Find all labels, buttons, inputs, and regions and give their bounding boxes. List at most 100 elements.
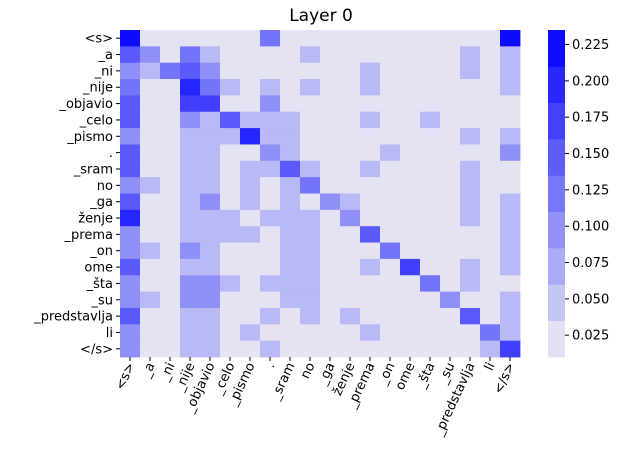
heatmap-cell bbox=[180, 258, 201, 276]
heatmap-cell bbox=[460, 340, 481, 358]
heatmap-cell bbox=[400, 144, 421, 162]
heatmap-cell bbox=[400, 30, 421, 47]
heatmap-cell bbox=[360, 291, 381, 309]
heatmap-cell bbox=[160, 193, 181, 211]
heatmap-cell bbox=[280, 209, 301, 227]
row-label: _su bbox=[90, 293, 113, 308]
heatmap-cell bbox=[440, 291, 461, 309]
chart-title: Layer 0 bbox=[289, 6, 353, 26]
heatmap-cell bbox=[500, 111, 521, 129]
heatmap-cell bbox=[240, 160, 261, 178]
heatmap-cell bbox=[140, 193, 161, 211]
heatmap-cell bbox=[480, 111, 501, 129]
colorbar-segment bbox=[548, 211, 565, 249]
heatmap-cell bbox=[420, 128, 441, 145]
heatmap-cell bbox=[460, 307, 481, 325]
colorbar-tick-label: 0.025 bbox=[572, 329, 609, 344]
heatmap-cell bbox=[320, 30, 341, 47]
heatmap-cell bbox=[240, 128, 261, 145]
row-label: _sram bbox=[73, 162, 113, 177]
heatmap-cell bbox=[400, 79, 421, 96]
heatmap-cell bbox=[260, 160, 281, 178]
heatmap-cell bbox=[180, 209, 201, 227]
heatmap-cell bbox=[280, 160, 301, 178]
heatmap-cell bbox=[500, 46, 521, 64]
row-label: _objavio bbox=[58, 97, 113, 112]
heatmap-cell bbox=[140, 226, 161, 243]
heatmap-cell bbox=[220, 258, 241, 276]
heatmap-cell bbox=[400, 258, 421, 276]
heatmap-cell bbox=[320, 79, 341, 96]
heatmap-cell bbox=[120, 340, 141, 358]
heatmap-cell bbox=[400, 340, 421, 358]
heatmap-cell bbox=[160, 111, 181, 129]
heatmap-cell bbox=[320, 258, 341, 276]
heatmap-cell bbox=[460, 128, 481, 145]
heatmap-cell bbox=[420, 79, 441, 96]
heatmap-cell bbox=[120, 324, 141, 342]
heatmap-cell bbox=[300, 209, 321, 227]
heatmap-cell bbox=[140, 62, 161, 80]
heatmap-cell bbox=[480, 46, 501, 64]
heatmap-cell bbox=[220, 242, 241, 260]
heatmap-cell bbox=[260, 128, 281, 145]
heatmap-cell bbox=[260, 226, 281, 243]
heatmap-cell bbox=[280, 144, 301, 162]
heatmap-cell bbox=[440, 160, 461, 178]
heatmap-cell bbox=[260, 62, 281, 80]
heatmap-cell bbox=[360, 242, 381, 260]
heatmap-cell bbox=[220, 209, 241, 227]
heatmap-cell bbox=[140, 111, 161, 129]
heatmap-cell bbox=[200, 193, 221, 211]
heatmap-cell bbox=[500, 79, 521, 96]
heatmap-cell bbox=[280, 275, 301, 292]
heatmap-cell bbox=[480, 258, 501, 276]
heatmap-cell bbox=[160, 30, 181, 47]
heatmap-cell bbox=[200, 46, 221, 64]
heatmap-cell bbox=[140, 242, 161, 260]
row-label: . bbox=[109, 146, 113, 161]
heatmap-cell bbox=[420, 324, 441, 342]
heatmap-cell bbox=[160, 95, 181, 113]
row-label: _on bbox=[89, 244, 113, 259]
heatmap-cell bbox=[120, 258, 141, 276]
heatmap-cell bbox=[420, 340, 441, 358]
heatmap-cell bbox=[320, 226, 341, 243]
heatmap-cell bbox=[400, 160, 421, 178]
heatmap-cell bbox=[420, 258, 441, 276]
heatmap-cell bbox=[360, 275, 381, 292]
heatmap-cell bbox=[380, 209, 401, 227]
heatmap-cell bbox=[280, 177, 301, 194]
heatmap-cell bbox=[140, 324, 161, 342]
heatmap-cell bbox=[160, 177, 181, 194]
heatmap-cell bbox=[160, 307, 181, 325]
colorbar-tick-label: 0.125 bbox=[572, 183, 609, 198]
heatmap-cell bbox=[360, 95, 381, 113]
heatmap-cell bbox=[460, 95, 481, 113]
heatmap-cell bbox=[460, 62, 481, 80]
heatmap-cell bbox=[500, 193, 521, 211]
heatmap-cell bbox=[320, 144, 341, 162]
heatmap-cell bbox=[440, 258, 461, 276]
heatmap-cell bbox=[480, 95, 501, 113]
heatmap-cell bbox=[320, 62, 341, 80]
heatmap-cell bbox=[480, 144, 501, 162]
column-label: no bbox=[298, 360, 318, 381]
heatmap-cell bbox=[480, 30, 501, 47]
heatmap-cell bbox=[480, 226, 501, 243]
heatmap-cell bbox=[280, 62, 301, 80]
heatmap-cell bbox=[460, 144, 481, 162]
heatmap-cell bbox=[420, 275, 441, 292]
heatmap-cell bbox=[260, 46, 281, 64]
heatmap-cell bbox=[300, 307, 321, 325]
heatmap-cell bbox=[500, 62, 521, 80]
heatmap-cell bbox=[440, 193, 461, 211]
row-label: _celo bbox=[79, 113, 113, 128]
heatmap-cell bbox=[120, 291, 141, 309]
heatmap-cell bbox=[340, 46, 361, 64]
heatmap-cell bbox=[280, 30, 301, 47]
heatmap-cell bbox=[500, 307, 521, 325]
heatmap-cell bbox=[420, 144, 441, 162]
colorbar-segment bbox=[548, 248, 565, 285]
heatmap-cell bbox=[300, 79, 321, 96]
